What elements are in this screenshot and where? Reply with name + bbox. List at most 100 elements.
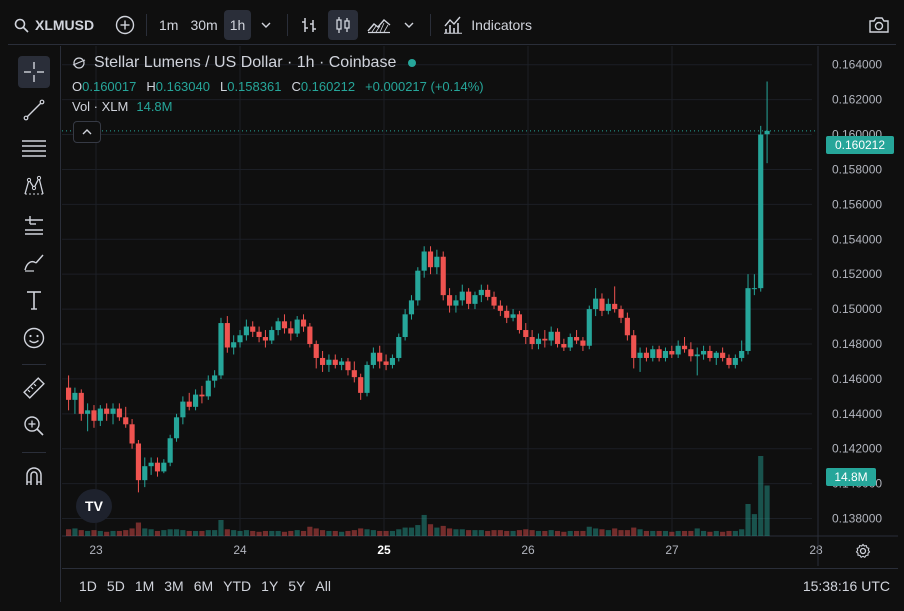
volume-bar [320, 530, 326, 536]
volume-bar [675, 530, 681, 536]
crosshair-tool[interactable] [18, 56, 50, 88]
x-tick-label: 28 [809, 543, 823, 557]
volume-bar [612, 528, 618, 536]
volume-bar [199, 530, 205, 536]
compare-symbol-button[interactable] [110, 10, 140, 40]
chart-settings-button[interactable] [852, 540, 874, 562]
volume-bar [129, 528, 135, 536]
close-value: 0.160212 [300, 78, 356, 94]
interval-1m[interactable]: 1m [159, 17, 179, 33]
candle-body [650, 349, 656, 358]
range-3m[interactable]: 3M [164, 578, 184, 594]
price-chart[interactable]: 0.1640000.1620000.1600000.1580000.156000… [62, 46, 898, 566]
forecast-tool[interactable] [18, 208, 50, 240]
ohlc-row: O0.160017 H0.163040 L0.158361 C0.160212 … [72, 76, 484, 96]
symbol-search[interactable]: XLMUSD [8, 10, 110, 40]
utc-clock[interactable]: 15:38:16 UTC [802, 578, 890, 594]
y-tick-label: 0.154000 [832, 232, 882, 246]
volume-bar [154, 530, 161, 536]
volume-bar [656, 530, 662, 536]
range-ytd[interactable]: YTD [223, 578, 252, 594]
indicators-button[interactable]: Indicators [437, 10, 538, 40]
candle-body [662, 350, 669, 358]
candle-body [377, 352, 383, 362]
text-tool[interactable] [18, 284, 50, 316]
range-5d[interactable]: 5D [106, 578, 125, 594]
candle-body [618, 309, 624, 318]
candle-body [85, 410, 91, 414]
collapse-legend-button[interactable] [73, 121, 101, 143]
candle-body [643, 352, 649, 358]
candle-body [212, 375, 218, 381]
candle-body [554, 331, 561, 344]
y-tick-label: 0.156000 [832, 197, 882, 211]
screenshot-button[interactable] [862, 10, 896, 40]
fib-tool[interactable] [18, 132, 50, 164]
interval-1h[interactable]: 1h [223, 10, 252, 40]
range-1d[interactable]: 1D [79, 578, 97, 594]
emoji-tool[interactable] [18, 322, 50, 354]
candles-style-button[interactable] [328, 10, 359, 40]
range-1y[interactable]: 1Y [261, 578, 279, 594]
tradingview-logo[interactable]: TV [76, 489, 112, 523]
volume-bar [389, 530, 395, 536]
interval-dropdown[interactable] [251, 10, 281, 40]
candle-body [123, 417, 129, 425]
volume-bar [535, 530, 542, 536]
y-tick-label: 0.164000 [832, 58, 882, 72]
measure-tool[interactable] [18, 372, 50, 404]
candle-body [459, 291, 465, 301]
symbol-label: XLMUSD [35, 17, 95, 33]
pattern-tool[interactable] [18, 170, 50, 202]
candle-body [275, 321, 281, 331]
chevron-up-icon [82, 129, 92, 135]
volume-bar [751, 514, 757, 536]
toolbar-divider [287, 14, 289, 36]
indicators-label: Indicators [471, 17, 532, 33]
candle-body [739, 350, 745, 358]
volume-bar [764, 485, 770, 536]
candle-body [497, 305, 503, 311]
candle-body [472, 295, 478, 304]
volume-bar [707, 531, 713, 536]
volume-bar [554, 530, 561, 536]
candle-body [669, 350, 675, 355]
trend-line-tool[interactable] [18, 94, 50, 126]
volume-bar [383, 530, 389, 536]
x-tick-label: 24 [233, 543, 247, 557]
volume-bar [701, 530, 707, 536]
bars-style-button[interactable] [294, 10, 324, 40]
range-5y[interactable]: 5Y [288, 578, 306, 594]
legend-title: Stellar Lumens / US Dollar · 1h · Coinba… [94, 54, 397, 71]
candle-body [396, 337, 402, 358]
drawing-toolbar [8, 46, 61, 602]
volume-bar [732, 530, 738, 536]
volume-bar [637, 529, 643, 536]
range-all[interactable]: All [315, 578, 331, 594]
volume-bar [332, 530, 338, 536]
candle-body [751, 288, 757, 290]
area-style-button[interactable] [364, 10, 394, 40]
candle-body [612, 303, 618, 310]
candle-body [415, 270, 421, 301]
volume-bar [516, 530, 522, 536]
zoom-tool[interactable] [18, 410, 50, 442]
volume-bar [173, 529, 180, 536]
candle-body [97, 408, 103, 421]
volume-bar [212, 530, 218, 536]
volume-bar [593, 528, 599, 536]
volume-bar [167, 529, 173, 536]
range-6m[interactable]: 6M [193, 578, 214, 594]
magnet-tool[interactable] [18, 460, 50, 492]
interval-30m[interactable]: 30m [190, 17, 218, 33]
candle-body [574, 337, 580, 341]
x-tick-label: 23 [89, 543, 103, 557]
range-1m[interactable]: 1M [134, 578, 155, 594]
brush-tool[interactable] [18, 246, 50, 278]
candle-body [491, 296, 497, 306]
volume-bar [561, 531, 567, 536]
volume-bar [396, 529, 402, 536]
y-tick-label: 0.142000 [832, 442, 882, 456]
chart-style-dropdown[interactable] [394, 10, 424, 40]
candle-body [701, 350, 707, 355]
